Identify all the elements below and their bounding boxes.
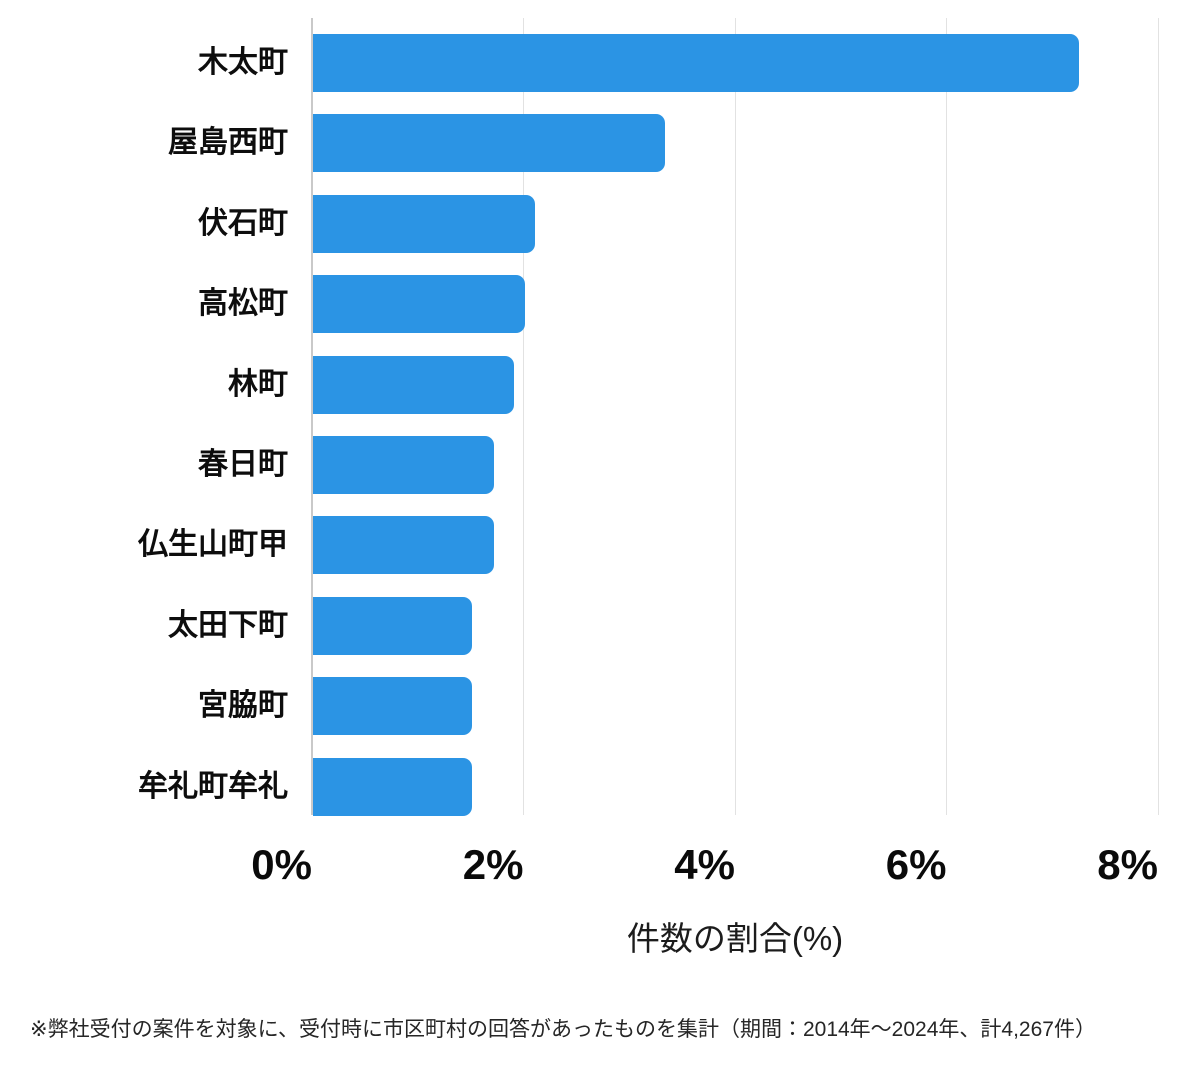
x-tick-label: 6% <box>885 841 947 888</box>
y-axis-line <box>311 18 313 815</box>
category-bar <box>313 275 525 334</box>
category-label: 太田下町 <box>168 608 288 642</box>
category-bar <box>313 194 536 253</box>
category-bar <box>313 34 1079 92</box>
category-label: 木太町 <box>198 46 288 79</box>
x-gridline <box>946 18 947 815</box>
category-label: 仏生山町甲 <box>138 528 288 562</box>
x-axis-title: 件数の割合(%) <box>626 920 844 957</box>
category-bar <box>313 436 494 494</box>
x-tick-label: 0% <box>251 841 312 888</box>
category-bar <box>313 596 472 655</box>
category-label: 林町 <box>228 367 288 401</box>
x-tick-label: 8% <box>1097 841 1158 888</box>
category-bar <box>313 114 666 173</box>
category-label: 春日町 <box>198 448 288 481</box>
category-bar <box>313 677 472 736</box>
category-label: 伏石町 <box>198 206 288 240</box>
x-gridline <box>523 18 524 815</box>
category-bar <box>313 355 514 414</box>
category-bar <box>313 757 472 816</box>
x-gridline <box>734 18 736 815</box>
x-tick-label: 2% <box>462 841 524 888</box>
category-label: 宮脇町 <box>198 689 288 723</box>
category-label: 牟礼町牟礼 <box>138 769 288 803</box>
x-tick-label: 4% <box>674 841 735 888</box>
category-label: 高松町 <box>198 287 288 321</box>
category-bar <box>313 516 494 575</box>
chart-footnote: ※弊社受付の案件を対象に、受付時に市区町村の回答があったものを集計（期間：201… <box>30 1018 1096 1041</box>
category-label: 屋島西町 <box>168 126 288 160</box>
x-gridline <box>1157 18 1159 815</box>
